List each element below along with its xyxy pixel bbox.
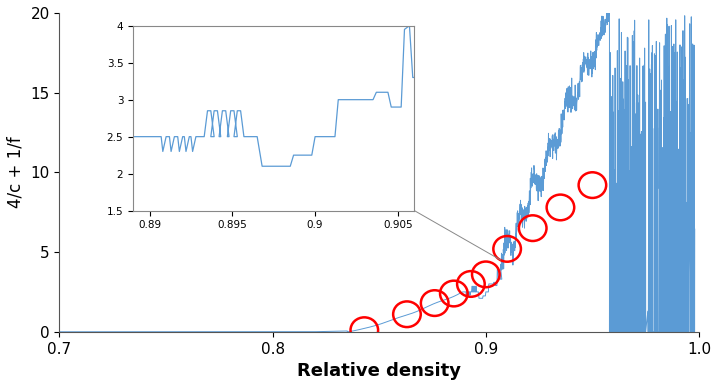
X-axis label: Relative density: Relative density — [297, 362, 461, 380]
Y-axis label: 4/c + 1/f: 4/c + 1/f — [7, 137, 25, 208]
